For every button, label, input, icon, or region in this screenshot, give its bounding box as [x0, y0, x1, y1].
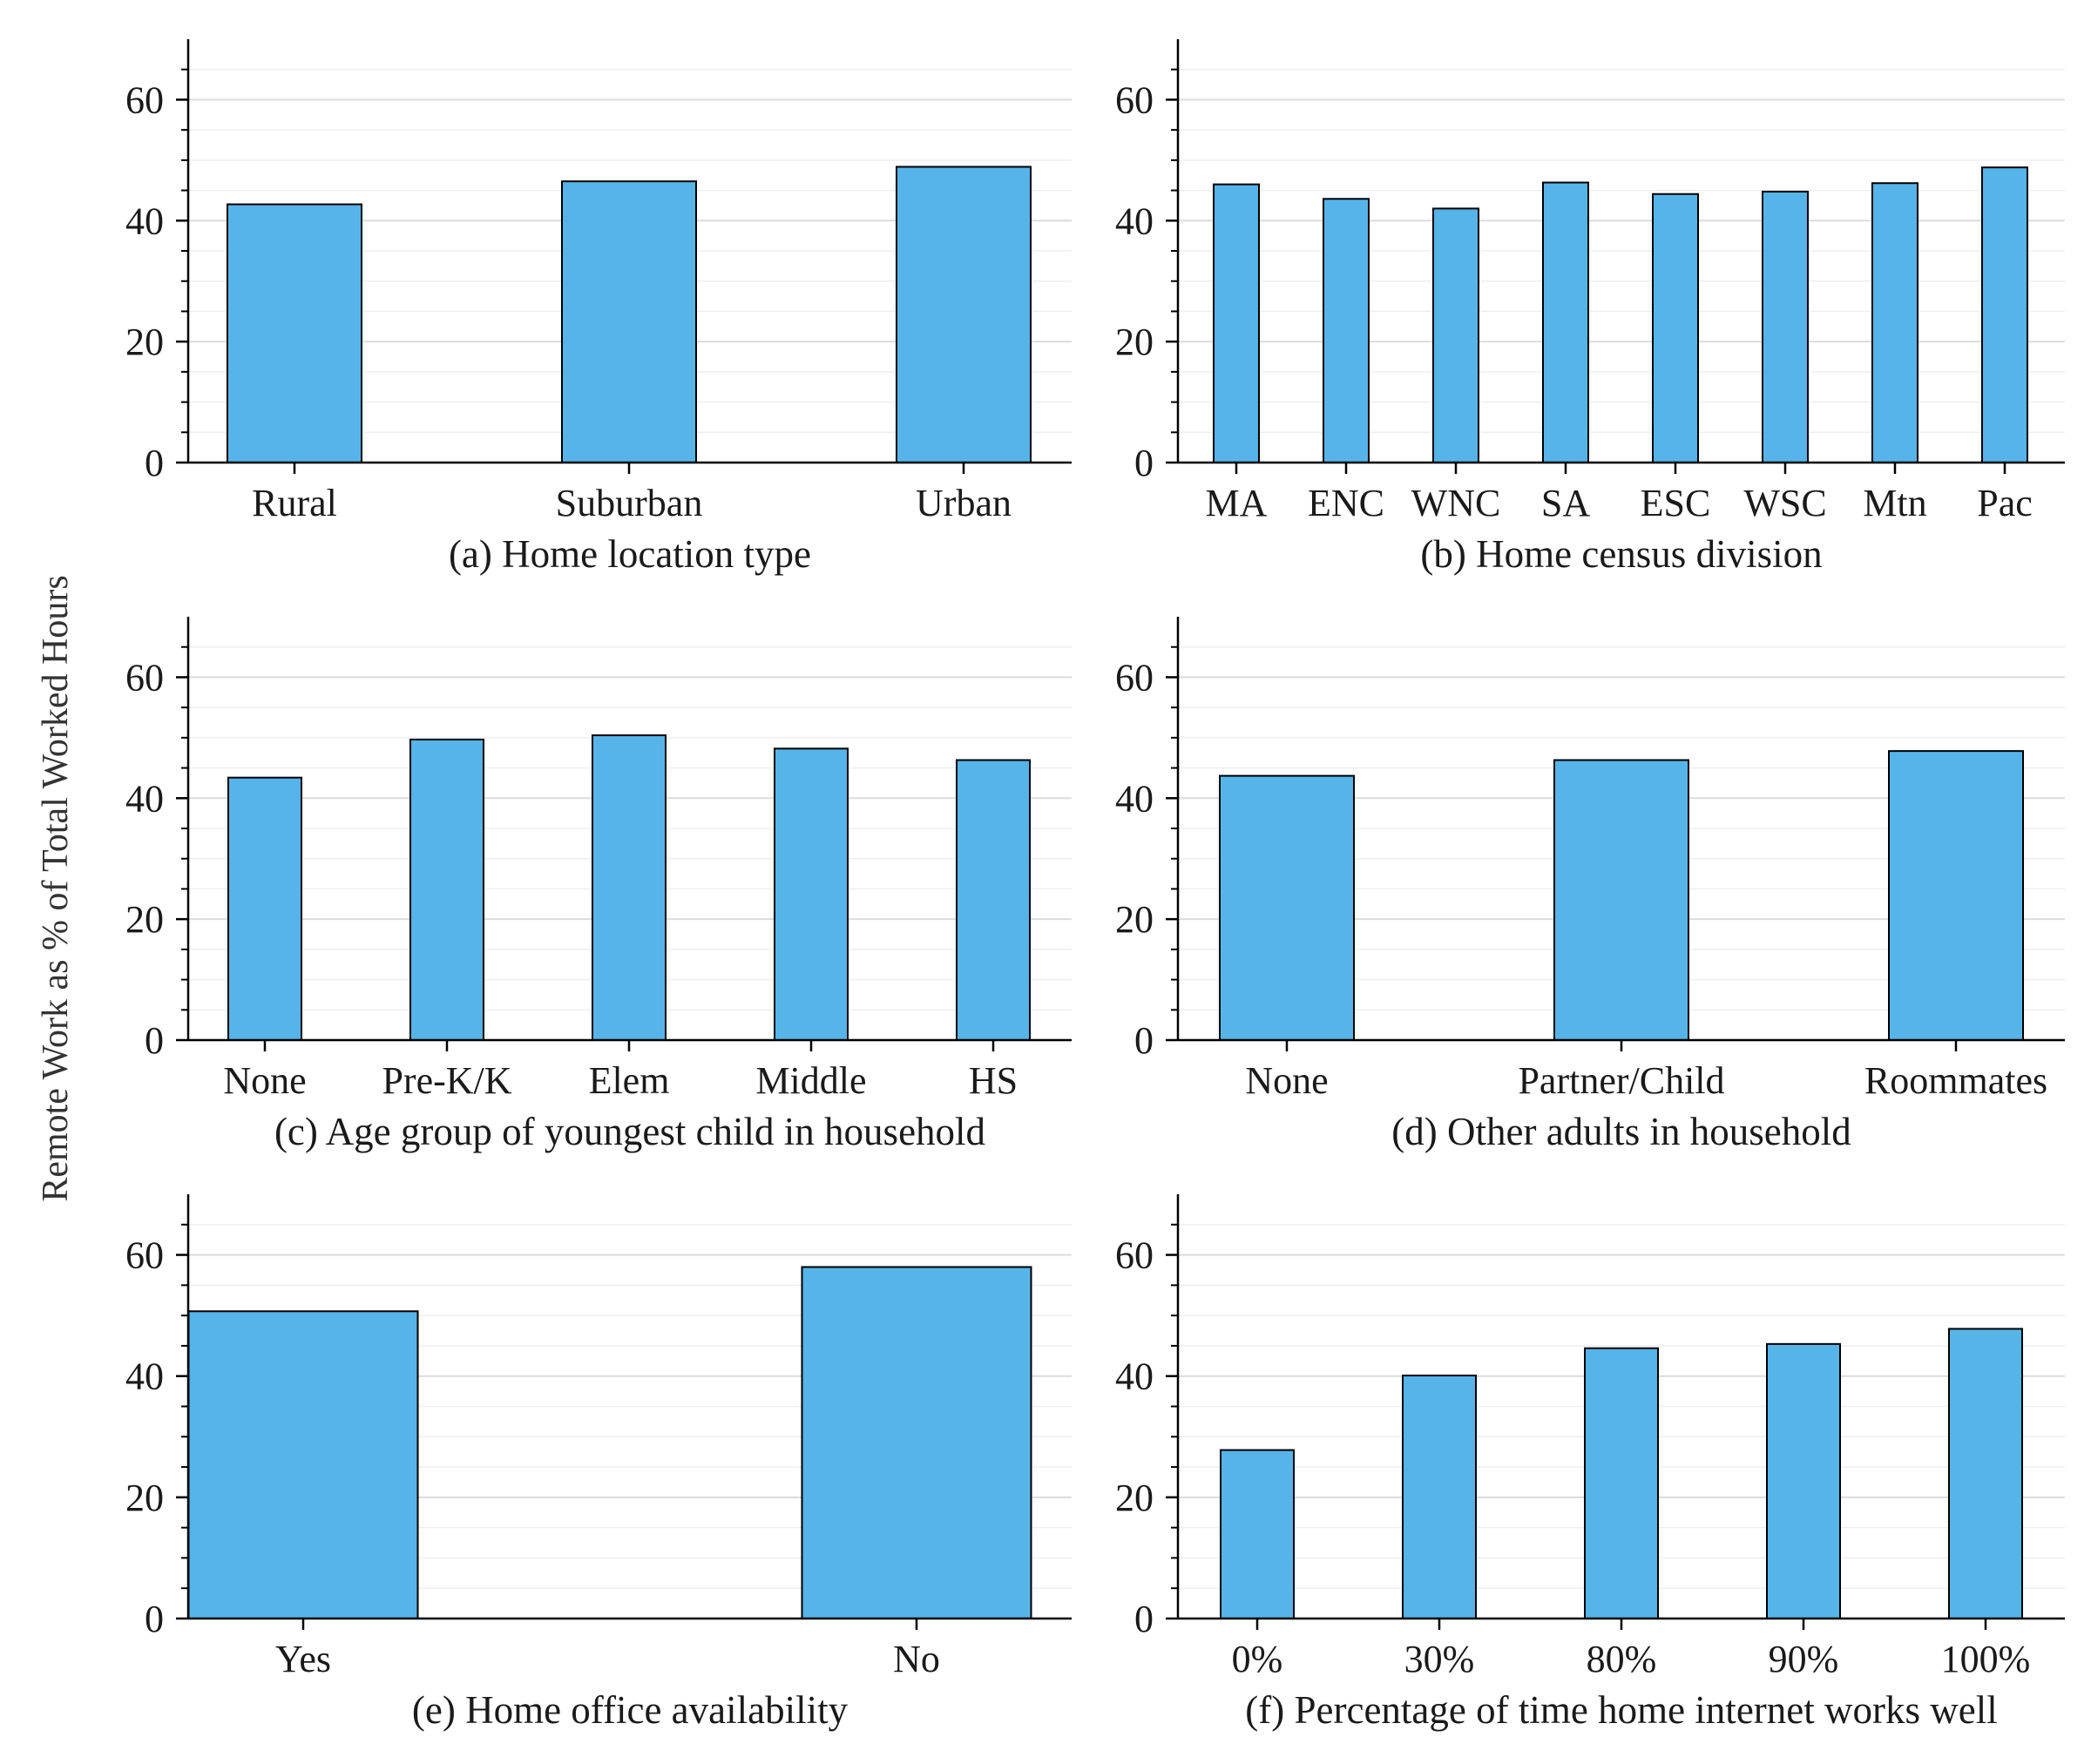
y-tick-label: 60: [1115, 78, 1154, 121]
x-tick-label: MA: [1206, 482, 1268, 524]
bar-enc: [1323, 198, 1370, 463]
x-tick-label: Urban: [916, 482, 1012, 524]
bar-urban: [896, 166, 1032, 463]
bar-rural: [227, 203, 362, 463]
panel-b: 0 20 40 60 MA ENC WNC SA ESC WSC Mtn Pac (b) Home ce…: [1115, 39, 2065, 576]
bar-roommates: [1888, 750, 2024, 1041]
panel-caption: (b) Home census division: [1420, 532, 1822, 576]
y-tick-label: 20: [1115, 321, 1154, 363]
x-tick-label: 100%: [1941, 1638, 2031, 1680]
y-tick-label: 40: [125, 1355, 164, 1398]
panel-caption: (f) Percentage of time home internet wor…: [1245, 1688, 1997, 1732]
x-tick-label: Suburban: [556, 482, 703, 524]
x-tick-label: Partner/Child: [1518, 1059, 1724, 1102]
x-tick-label: HS: [969, 1059, 1018, 1102]
x-tick-label: 30%: [1404, 1638, 1475, 1680]
bar-hs: [956, 759, 1031, 1041]
y-tick-label: 60: [1115, 1234, 1154, 1277]
x-tick-label: Yes: [275, 1638, 331, 1680]
x-tick-label: 80%: [1587, 1638, 1657, 1680]
y-tick-label: 20: [1115, 898, 1154, 941]
panel-a: 0 20 40 60 Rural Suburban Urban (a) Home locati…: [125, 39, 1072, 576]
y-tick-label: 60: [1115, 656, 1154, 699]
y-tick-label: 40: [125, 199, 164, 242]
x-tick-label: No: [893, 1638, 940, 1680]
x-tick-label: Elem: [589, 1059, 670, 1102]
panel-caption: (c) Age group of youngest child in house…: [274, 1110, 985, 1153]
x-tick-label: 0%: [1232, 1638, 1283, 1680]
y-tick-label: 40: [1115, 199, 1154, 242]
shared-y-axis-label: Remote Work as % of Total Worked Hours: [36, 575, 76, 1201]
y-tick-label: 40: [1115, 1355, 1154, 1398]
bar-90-: [1766, 1342, 1841, 1619]
x-tick-label: Middle: [755, 1059, 866, 1102]
bar-pre-k-k: [409, 738, 484, 1041]
y-tick-label: 60: [125, 1234, 164, 1277]
y-tick-label: 60: [125, 78, 164, 121]
bar-80-: [1584, 1347, 1659, 1619]
y-tick-label: 0: [145, 1019, 164, 1062]
bar-wsc: [1762, 190, 1809, 464]
bar-30-: [1402, 1375, 1477, 1619]
y-tick-label: 40: [1115, 777, 1154, 820]
x-tick-label: WNC: [1411, 482, 1501, 524]
x-tick-label: Pre-K/K: [382, 1059, 511, 1102]
x-tick-label: ENC: [1308, 482, 1384, 524]
bar-sa: [1542, 181, 1589, 463]
x-tick-label: 90%: [1769, 1638, 1839, 1680]
bar-0-: [1220, 1449, 1295, 1619]
bar-suburban: [561, 180, 697, 464]
y-tick-label: 0: [1134, 1019, 1154, 1062]
x-tick-label: SA: [1541, 482, 1590, 524]
bar-pac: [1981, 166, 2028, 463]
y-tick-label: 20: [1115, 1477, 1154, 1519]
y-tick-label: 0: [1134, 1598, 1154, 1640]
bar-wnc: [1432, 207, 1479, 463]
panel-f: 0 20 40 60 0% 30% 80% 90% 100% (f) Percentage of …: [1115, 1194, 2065, 1732]
bar-middle: [774, 747, 849, 1042]
bar-yes: [187, 1310, 419, 1619]
panel-caption: (a) Home location type: [449, 532, 811, 576]
bar-mtn: [1871, 182, 1918, 464]
y-tick-label: 60: [125, 656, 164, 699]
y-tick-label: 20: [125, 1477, 164, 1519]
y-tick-label: 40: [125, 777, 164, 820]
bar-partner-child: [1553, 759, 1689, 1041]
panel-e: 0 20 40 60 Yes No (e) Home office availability: [125, 1194, 1072, 1732]
bar-none: [1219, 774, 1355, 1042]
bar-none: [227, 776, 302, 1041]
y-tick-label: 20: [125, 898, 164, 941]
x-tick-label: ESC: [1641, 482, 1711, 524]
y-tick-label: 0: [145, 442, 164, 484]
x-tick-label: Mtn: [1863, 482, 1926, 524]
bar-ma: [1213, 183, 1260, 463]
x-tick-label: None: [1245, 1059, 1328, 1102]
y-tick-label: 0: [1134, 442, 1154, 484]
panel-caption: (d) Other adults in household: [1391, 1110, 1851, 1153]
bar-no: [801, 1266, 1032, 1619]
bar-esc: [1652, 193, 1699, 463]
x-tick-label: Rural: [252, 482, 337, 524]
y-tick-label: 20: [125, 321, 164, 363]
panel-d: 0 20 40 60 None Partner/Child Roommates (d) Oth…: [1115, 617, 2065, 1153]
panel-c: 0 20 40 60 None Pre-K/K Elem Middle HS (c) Age gr…: [125, 617, 1072, 1153]
x-tick-label: WSC: [1743, 482, 1826, 524]
y-tick-label: 0: [145, 1598, 164, 1640]
x-tick-label: Roommates: [1864, 1059, 2047, 1102]
bar-100-: [1948, 1328, 2023, 1620]
panel-caption: (e) Home office availability: [412, 1688, 849, 1732]
bar-elem: [592, 734, 667, 1042]
x-tick-label: None: [223, 1059, 306, 1102]
x-tick-label: Pac: [1977, 482, 2033, 524]
